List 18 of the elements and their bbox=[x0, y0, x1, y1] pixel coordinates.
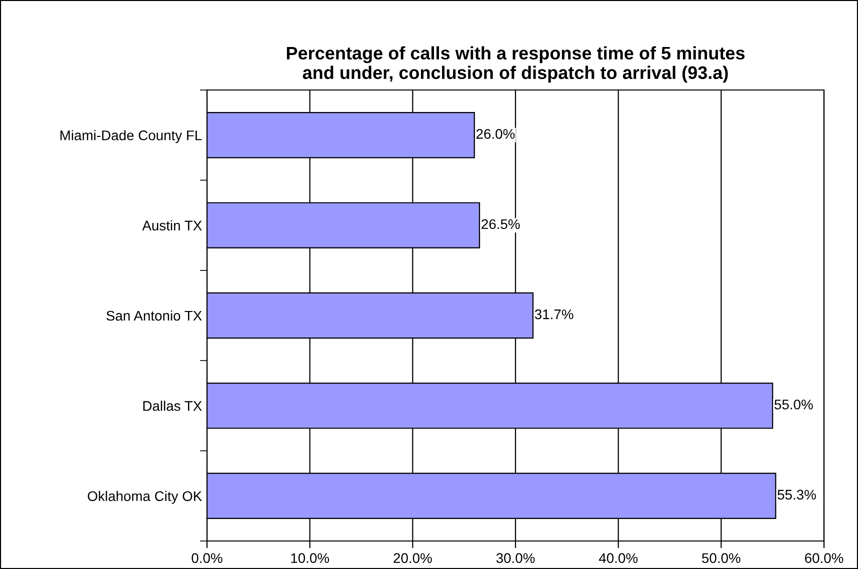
y-tick-label: Dallas TX bbox=[143, 400, 202, 411]
data-label: 26.5% bbox=[482, 219, 520, 230]
x-tick-label: 0.0% bbox=[192, 553, 222, 564]
data-label: 55.0% bbox=[774, 400, 813, 410]
y-tick-label: San Antonio TX bbox=[106, 310, 202, 321]
data-label: 55.3% bbox=[778, 490, 816, 500]
y-tick-label: Oklahoma City OK bbox=[88, 490, 202, 504]
chart-title: Percentage of calls with a response time of 5 minutes and under, conclusion of dispatch to arrival (93.a) bbox=[286, 46, 745, 83]
x-tick-label: 40.0% bbox=[598, 553, 638, 564]
y-tick-label: Miami-Dade County FL bbox=[60, 130, 202, 144]
x-tick-label: 50.0% bbox=[702, 553, 740, 564]
data-label: 31.7% bbox=[534, 309, 574, 320]
x-tick-label: 10.0% bbox=[291, 553, 330, 564]
data-label: 26.0% bbox=[476, 128, 515, 139]
x-tick-label: 30.0% bbox=[496, 553, 535, 564]
y-tick-label: Austin TX bbox=[142, 220, 202, 230]
x-tick-label: 60.0% bbox=[805, 553, 844, 564]
x-tick-label: 20.0% bbox=[394, 553, 432, 564]
